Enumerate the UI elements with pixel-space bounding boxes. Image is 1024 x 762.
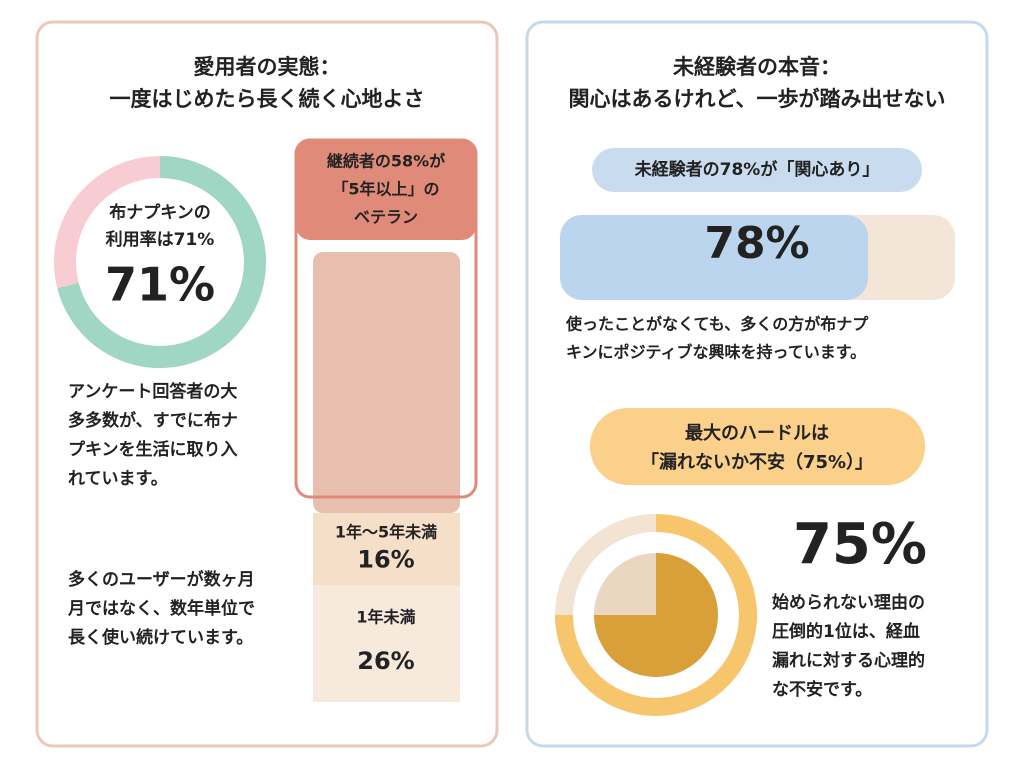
stack-segment (313, 585, 460, 702)
header-box (296, 140, 476, 240)
panel-title: 一度はじめたら長く続く心地よさ (110, 87, 425, 111)
stack-segment (313, 513, 460, 585)
header-label: 「5年以上」の (332, 180, 439, 199)
body-text: 長く使い続けています。 (68, 627, 253, 648)
donut-label: 利用率は71% (106, 229, 215, 250)
body-text: キンにポジティブな興味を持っています。 (566, 343, 866, 362)
segment-label: 1年〜5年未満 (335, 523, 437, 542)
segment-label: 1年未満 (356, 607, 415, 626)
header-label: ベテラン (354, 208, 418, 227)
panel-title: 愛用者の実態： (194, 55, 341, 79)
body-text: れています。 (68, 469, 168, 489)
pie-wedge (594, 553, 718, 677)
panel-title: 関心はあるけれど、一歩が踏み出せない (569, 87, 946, 111)
pill-text: 最大のハードルは (685, 422, 829, 444)
body-text: 始められない理由の (772, 592, 925, 613)
donut-label: 布ナプキンの (109, 202, 211, 223)
donut-value: 71% (105, 258, 215, 312)
body-text: 圧倒的1位は、経血 (772, 621, 920, 642)
body-text: プキンを生活に取り入 (68, 439, 238, 460)
ring-arc (555, 514, 757, 716)
bar-value: 78% (704, 218, 809, 269)
pill-text: 「漏れないか不安（75%）」 (641, 451, 873, 473)
bar (560, 215, 869, 300)
header-label: 継続者の58%が (327, 152, 445, 171)
donut-arc (57, 156, 266, 368)
body-text: 使ったことがなくても、多くの方が布ナプ (565, 315, 869, 334)
body-text: アンケート回答者の大 (68, 381, 237, 402)
pill (592, 148, 922, 192)
body-text: 漏れに対する心理的 (772, 650, 925, 671)
segment-value: 16% (357, 546, 414, 574)
panel-title: 未経験者の本音： (673, 55, 841, 79)
body-text: な不安です。 (772, 679, 872, 700)
ring-value: 75% (793, 512, 927, 577)
pill (590, 408, 925, 485)
pill-text: 未経験者の78%が「関心あり」 (634, 159, 880, 180)
stack-segment (313, 252, 460, 513)
body-text: 多くのユーザーが数ヶ月 (68, 569, 255, 590)
segment-value: 26% (357, 647, 414, 675)
body-text: 多多数が、すでに布ナ (68, 410, 238, 431)
body-text: 月ではなく、数年単位で (67, 598, 255, 619)
